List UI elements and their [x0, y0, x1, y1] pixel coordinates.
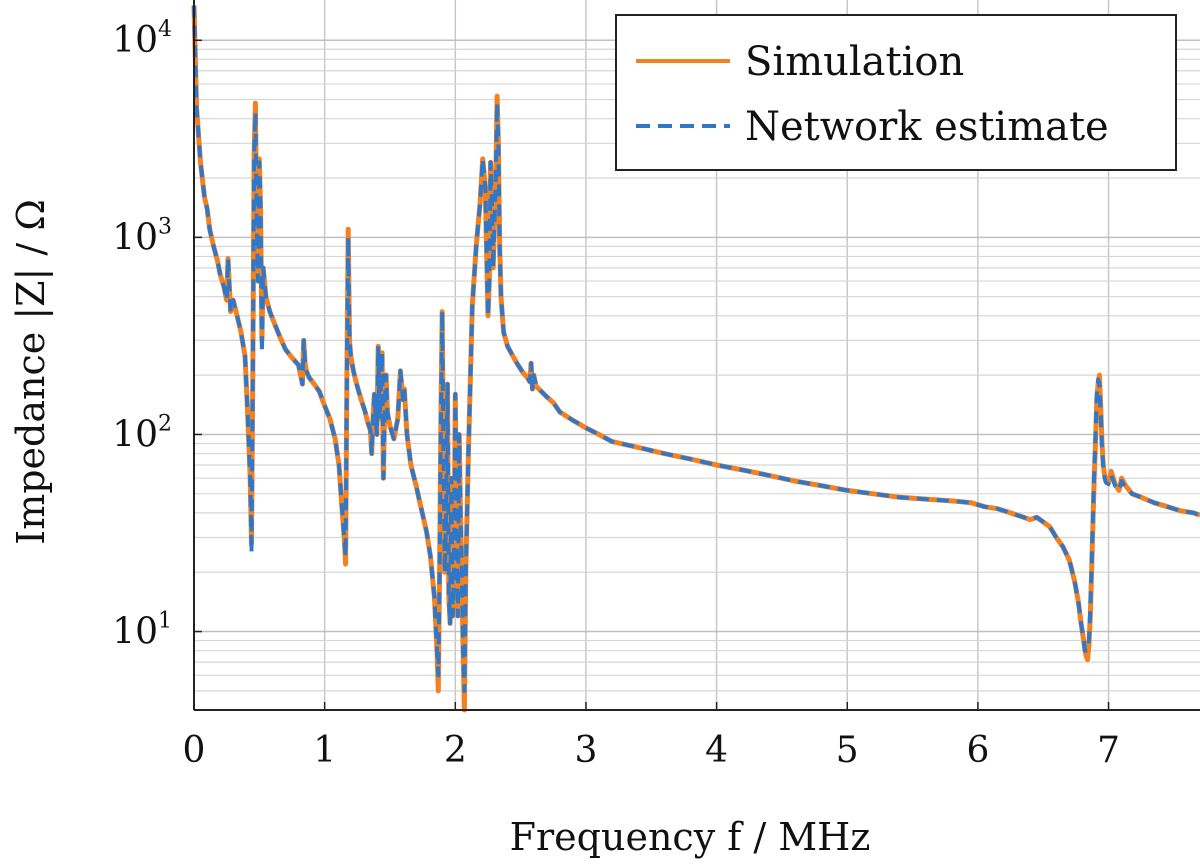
legend-label-simulation: Simulation: [745, 39, 964, 85]
legend-label-network-estimate: Network estimate: [745, 104, 1109, 150]
series-layer: [191, 5, 1200, 713]
x-tick-label: 5: [836, 730, 859, 771]
x-tick-label: 3: [574, 730, 597, 771]
y-tick-label: 102: [112, 411, 172, 455]
x-tick-label: 0: [183, 730, 206, 771]
legend-box: [615, 14, 1177, 171]
legend: Simulation Network estimate: [615, 14, 1177, 171]
x-tick-label: 6: [966, 730, 989, 771]
y-tick-label: 104: [112, 17, 172, 61]
axes: 0 1 2 3 4 5 6 7 101 102 103 104: [112, 0, 1200, 771]
y-tick-label: 103: [112, 214, 172, 258]
x-tick-label: 4: [705, 730, 728, 771]
y-tick-label: 101: [112, 609, 172, 653]
series-line-network-estimate: [192, 5, 1200, 693]
x-axis-label: Frequency f / MHz: [510, 815, 871, 859]
x-tick-label: 1: [313, 730, 336, 771]
y-axis-label: Impedance |Z| / Ω: [9, 199, 53, 545]
x-tick-label: 2: [444, 730, 467, 771]
x-tick-label: 7: [1097, 730, 1120, 771]
